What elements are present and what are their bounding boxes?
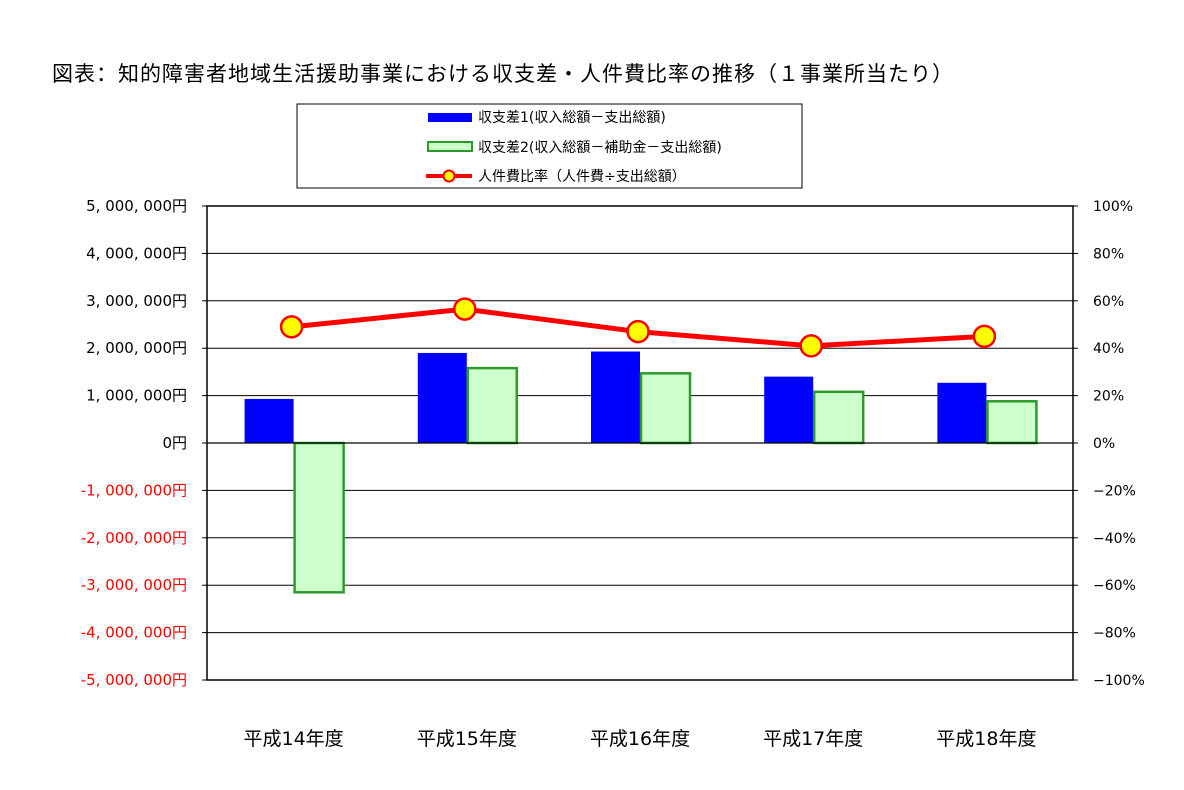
axes: 5, 000, 000円 100% 4, 000, 000円 80% 3, 000, 0…	[81, 197, 1145, 750]
bars	[244, 351, 1038, 594]
legend-label-series2: 収支差2(収入総額－補助金－支出総額)	[478, 140, 722, 156]
left-tick-label: 4, 000, 000円	[86, 244, 187, 262]
legend: 収支差1(収入総額－支出総額) 収支差2(収入総額－補助金－支出総額) 人件費比…	[296, 103, 803, 189]
category-label: 平成17年度	[763, 728, 863, 750]
ratio-point	[453, 297, 477, 321]
left-tick-label: -1, 000, 000円	[81, 481, 187, 499]
left-tick-label: 3, 000, 000円	[86, 292, 187, 310]
category-label: 平成15年度	[417, 728, 517, 750]
left-tick-label: -4, 000, 000円	[81, 624, 187, 642]
bar-series1	[591, 351, 640, 443]
right-tick-label: 20%	[1093, 389, 1124, 405]
left-tick-label: 1, 000, 000円	[86, 387, 187, 405]
left-tick-label: -3, 000, 000円	[81, 576, 187, 594]
bar-series2	[812, 390, 865, 445]
ratio-point	[799, 334, 823, 358]
right-tick-label: −80%	[1093, 626, 1136, 642]
left-tick-label: 5, 000, 000円	[86, 197, 187, 215]
left-tick-label: -2, 000, 000円	[81, 529, 187, 547]
ratio-line	[279, 297, 997, 358]
right-tick-label: −60%	[1093, 578, 1136, 594]
right-tick-label: 100%	[1093, 199, 1133, 215]
ratio-point	[279, 315, 304, 339]
bar-series2	[293, 441, 345, 594]
legend-box	[296, 103, 803, 189]
legend-marker-series3	[442, 169, 456, 183]
bar-series2	[639, 372, 692, 445]
bar-series2	[986, 400, 1038, 445]
right-tick-label: 0%	[1093, 436, 1115, 452]
right-tick-label: 80%	[1093, 246, 1124, 262]
category-label: 平成18年度	[936, 728, 1036, 750]
left-tick-label: 0円	[162, 434, 187, 452]
ratio-point	[972, 324, 997, 349]
category-label: 平成16年度	[590, 728, 690, 750]
legend-label-series1: 収支差1(収入総額－支出総額)	[478, 110, 666, 126]
legend-label-series3: 人件費比率（人件費÷支出総額）	[478, 168, 686, 185]
bar-series1	[244, 398, 294, 443]
right-tick-label: −40%	[1093, 531, 1136, 547]
right-tick-label: 60%	[1093, 294, 1124, 310]
category-label: 平成14年度	[244, 728, 344, 750]
right-tick-label: −100%	[1093, 673, 1145, 689]
left-tick-label: -5, 000, 000円	[81, 671, 187, 689]
left-tick-label: 2, 000, 000円	[86, 339, 187, 357]
grid-lines	[207, 252, 1073, 634]
bar-series1	[417, 352, 467, 443]
legend-swatch-series2	[427, 141, 473, 152]
chart-title: 図表：知的障害者地域生活援助事業における収支差・人件費比率の推移（１事業所当たり…	[52, 62, 954, 86]
bar-series1	[937, 382, 987, 443]
right-tick-label: 40%	[1093, 341, 1124, 357]
bar-series1	[764, 376, 814, 443]
legend-swatch-series1	[428, 113, 472, 122]
ratio-point	[626, 319, 650, 344]
bar-series2	[466, 366, 519, 445]
right-tick-label: −20%	[1093, 483, 1136, 499]
